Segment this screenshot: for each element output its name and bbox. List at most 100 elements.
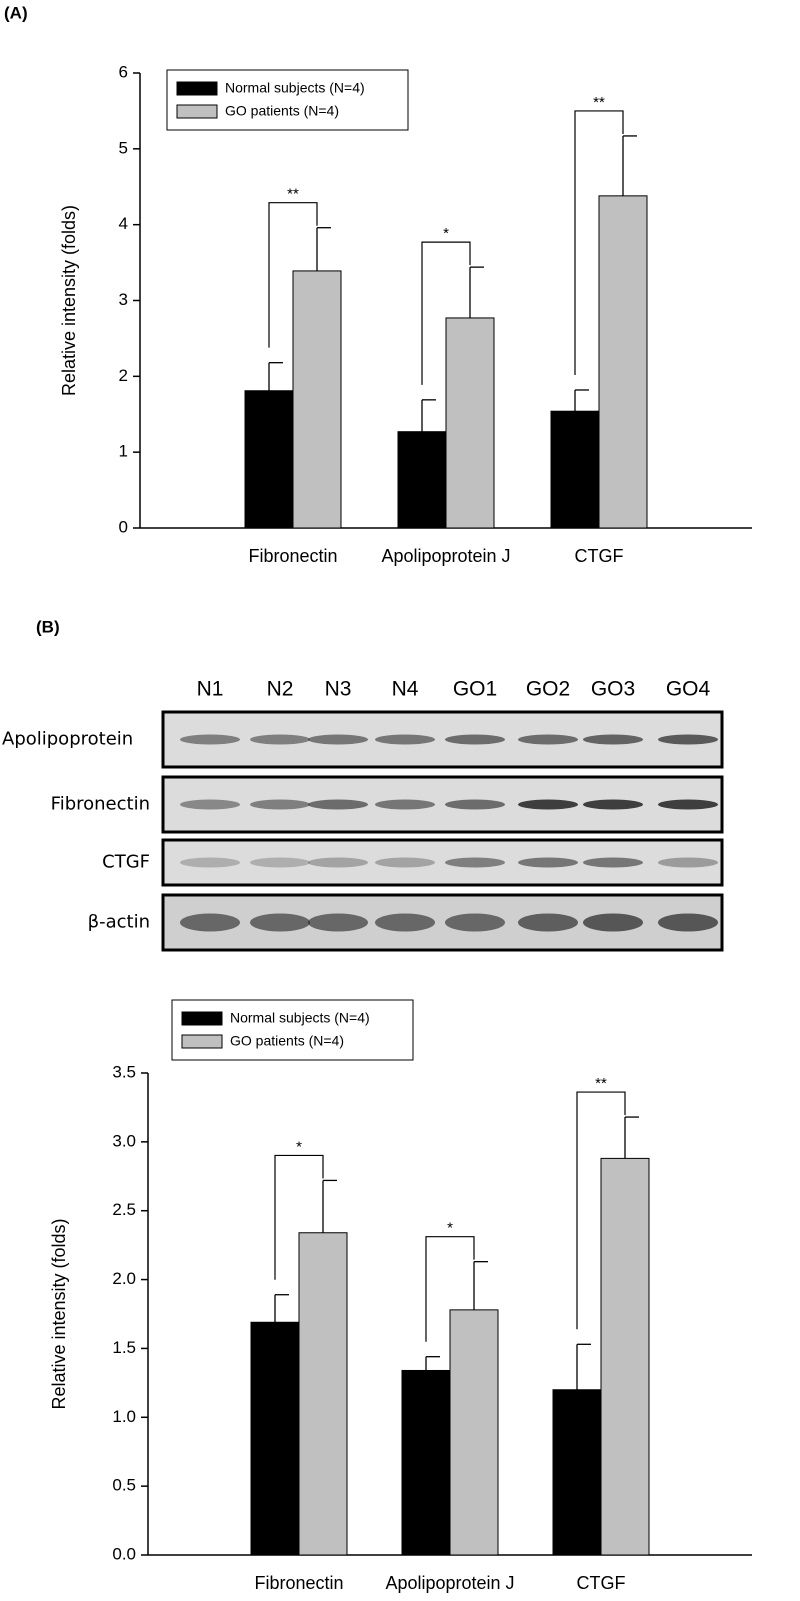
y-tick-label: 3.5: [112, 1062, 136, 1081]
band: [250, 913, 310, 932]
band: [375, 913, 435, 932]
bar: [598, 195, 648, 529]
error-bar: [574, 389, 589, 412]
row-label: CTGF: [102, 852, 150, 873]
lane-label: GO4: [666, 678, 711, 701]
lane-label: N2: [267, 678, 294, 701]
x-tick-label: CTGF: [575, 546, 624, 566]
bar: [600, 1157, 650, 1556]
lane-label: N4: [392, 678, 419, 701]
significance-bracket: [268, 202, 318, 348]
y-tick-label: 3: [119, 290, 128, 309]
band: [180, 734, 240, 745]
bar: [552, 1389, 602, 1556]
bar: [397, 431, 447, 529]
y-tick-label: 5: [119, 138, 128, 157]
y-tick-label: 4: [119, 214, 128, 233]
band: [308, 799, 368, 810]
legend-box: [171, 999, 414, 1061]
band: [583, 734, 643, 745]
legend-swatch: [181, 1011, 223, 1026]
western-blot: N1 N2 N3 N4 GO1 GO2 GO3 GO4 Apolipoprotein Fibron…: [2, 678, 724, 952]
row-label: Apolipoprotein: [2, 729, 133, 750]
significance-label: *: [443, 225, 449, 242]
band: [308, 734, 368, 745]
band: [658, 799, 718, 810]
error-bar: [576, 1343, 591, 1390]
legend-box: [166, 69, 409, 131]
band: [658, 857, 718, 868]
band: [518, 857, 578, 868]
legend-label: GO patients (N=4): [225, 103, 339, 119]
y-tick-label: 0.5: [112, 1476, 136, 1495]
error-bar: [624, 1116, 639, 1159]
row-label: Fibronectin: [51, 794, 150, 815]
legend-swatch: [176, 104, 218, 119]
y-tick-label: 0.0: [112, 1544, 136, 1563]
band: [445, 734, 505, 745]
bar: [298, 1232, 348, 1556]
error-bar: [268, 362, 283, 391]
significance-bracket: [574, 110, 624, 375]
panel-label: (A): [4, 3, 28, 22]
legend-label: Normal subjects (N=4): [225, 80, 365, 96]
significance-bracket: [274, 1154, 324, 1280]
x-tick-label: Fibronectin: [248, 546, 337, 566]
lane-label: N1: [197, 678, 224, 701]
lane-label: GO3: [591, 678, 635, 701]
error-bar: [322, 1179, 337, 1233]
bar: [250, 1321, 300, 1556]
x-tick-label: Apolipoprotein J: [385, 1573, 514, 1593]
band: [375, 857, 435, 868]
band: [375, 734, 435, 745]
row-label: β-actin: [88, 912, 150, 933]
significance-bracket: [576, 1091, 626, 1330]
band: [180, 799, 240, 810]
error-bar: [274, 1294, 289, 1323]
y-axis-label: Relative intensity (folds): [49, 1218, 69, 1409]
error-bar: [622, 135, 637, 196]
band: [250, 857, 310, 868]
bar: [445, 317, 495, 529]
y-tick-label: 2.0: [112, 1269, 136, 1288]
x-tick-label: Fibronectin: [254, 1573, 343, 1593]
band: [445, 857, 505, 868]
band: [518, 799, 578, 810]
band: [180, 857, 240, 868]
band: [518, 734, 578, 745]
lane-label: N3: [325, 678, 352, 701]
legend: Normal subjects (N=4) GO patients (N=4): [166, 69, 409, 131]
y-tick-label: 3.0: [112, 1131, 136, 1150]
significance-label: **: [287, 186, 299, 203]
legend-label: Normal subjects (N=4): [230, 1010, 370, 1026]
panel-label: (B): [36, 617, 60, 636]
band: [308, 857, 368, 868]
band: [180, 913, 240, 932]
error-bar: [316, 227, 331, 271]
significance-label: **: [593, 94, 605, 111]
legend-swatch: [176, 81, 218, 96]
band: [583, 913, 643, 932]
band: [518, 913, 578, 932]
bar: [244, 390, 294, 529]
band: [445, 799, 505, 810]
band: [250, 799, 310, 810]
band: [583, 857, 643, 868]
x-tick-label: Apolipoprotein J: [381, 546, 510, 566]
band: [583, 799, 643, 810]
y-tick-label: 2.5: [112, 1200, 136, 1219]
band: [658, 734, 718, 745]
error-bar: [469, 266, 484, 318]
error-bar: [473, 1261, 488, 1310]
legend: Normal subjects (N=4) GO patients (N=4): [171, 999, 414, 1061]
band: [658, 913, 718, 932]
y-tick-label: 0: [119, 517, 128, 536]
legend-swatch: [181, 1034, 223, 1049]
bar: [401, 1369, 451, 1556]
significance-label: *: [447, 1220, 453, 1237]
error-bar: [421, 399, 436, 432]
y-tick-label: 2: [119, 366, 128, 385]
band: [445, 913, 505, 932]
y-tick-label: 1.0: [112, 1407, 136, 1426]
